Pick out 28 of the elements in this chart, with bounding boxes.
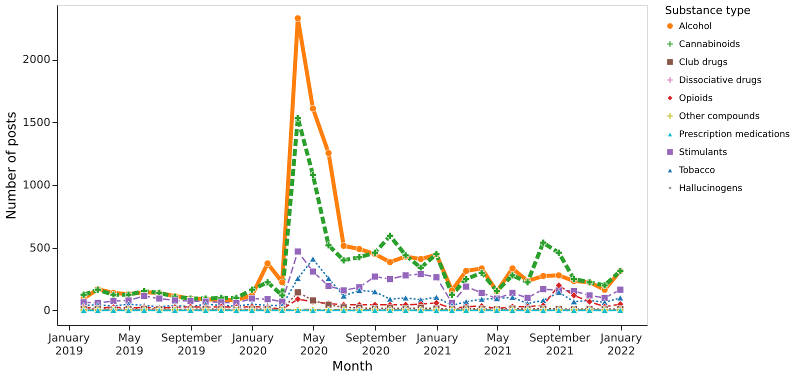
y-tick-label: 0 <box>44 304 50 317</box>
x-tick-label: January 2020 <box>231 332 274 358</box>
y-axis-title: Number of posts <box>4 111 20 220</box>
x-tick-label: January 2021 <box>416 332 459 358</box>
legend-label: Prescription medications <box>679 130 790 140</box>
legend-label: Tobacco <box>678 166 716 176</box>
x-tick-label: January 2019 <box>47 332 90 358</box>
x-tick-label: January 2022 <box>599 332 643 358</box>
legend-label: Opioids <box>679 94 714 104</box>
y-tick-label: 1500 <box>22 116 50 129</box>
x-tick-label: September 2020 <box>346 332 407 358</box>
legend-label: Other compounds <box>679 112 760 122</box>
legend-label: Alcohol <box>679 22 712 32</box>
legend-label: Dissociative drugs <box>679 76 762 86</box>
legend-label: Stimulants <box>679 148 728 158</box>
y-tick-label: 1000 <box>22 178 50 192</box>
x-tick-label: May 2020 <box>300 332 328 358</box>
x-tick-label: May 2021 <box>484 332 512 358</box>
legend-label: Club drugs <box>679 58 728 68</box>
y-tick-label: 2000 <box>22 53 50 66</box>
x-tick-label: September 2021 <box>529 332 591 358</box>
legend-label: Cannabinoids <box>679 40 740 50</box>
legend-title: Substance type <box>665 4 751 17</box>
legend-label: Hallucinogens <box>679 184 743 194</box>
x-tick-label: May 2019 <box>116 332 144 358</box>
x-axis-title: Month <box>332 360 373 374</box>
x-tick-label: September 2019 <box>161 332 222 358</box>
y-tick-label: 500 <box>30 241 50 254</box>
